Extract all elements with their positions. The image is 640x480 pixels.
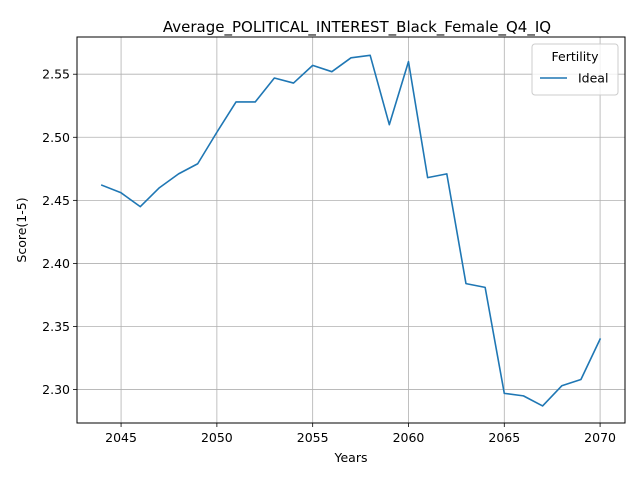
x-axis-title: Years (334, 450, 368, 465)
legend: Fertility Ideal (531, 43, 619, 96)
plot-frame (76, 36, 626, 424)
x-axis: 2045 2050 2055 2060 2065 2070 (105, 423, 616, 445)
series-layer (100, 54, 602, 407)
legend-box (531, 43, 619, 96)
x-tick-label: 2070 (584, 430, 616, 445)
y-axis-title: Score(1-5) (14, 197, 29, 262)
x-tick-label: 2065 (488, 430, 520, 445)
y-tick-label: 2.45 (42, 193, 70, 208)
y-tick-label: 2.55 (42, 67, 70, 82)
x-tick-label: 2055 (297, 430, 329, 445)
y-tick-label: 2.30 (42, 382, 70, 397)
y-axis: 2.30 2.35 2.40 2.45 2.50 2.55 (42, 67, 77, 397)
legend-label-ideal: Ideal (578, 71, 608, 86)
x-tick-label: 2050 (201, 430, 233, 445)
chart-title: Average_POLITICAL_INTEREST_Black_Female_… (163, 18, 551, 37)
series-line-ideal (100, 54, 602, 407)
grid-lines (77, 37, 625, 423)
x-tick-label: 2060 (393, 430, 425, 445)
y-tick-label: 2.40 (42, 256, 70, 271)
legend-title: Fertility (552, 49, 600, 64)
x-tick-label: 2045 (105, 430, 137, 445)
y-tick-label: 2.50 (42, 130, 70, 145)
y-tick-label: 2.35 (42, 319, 70, 334)
